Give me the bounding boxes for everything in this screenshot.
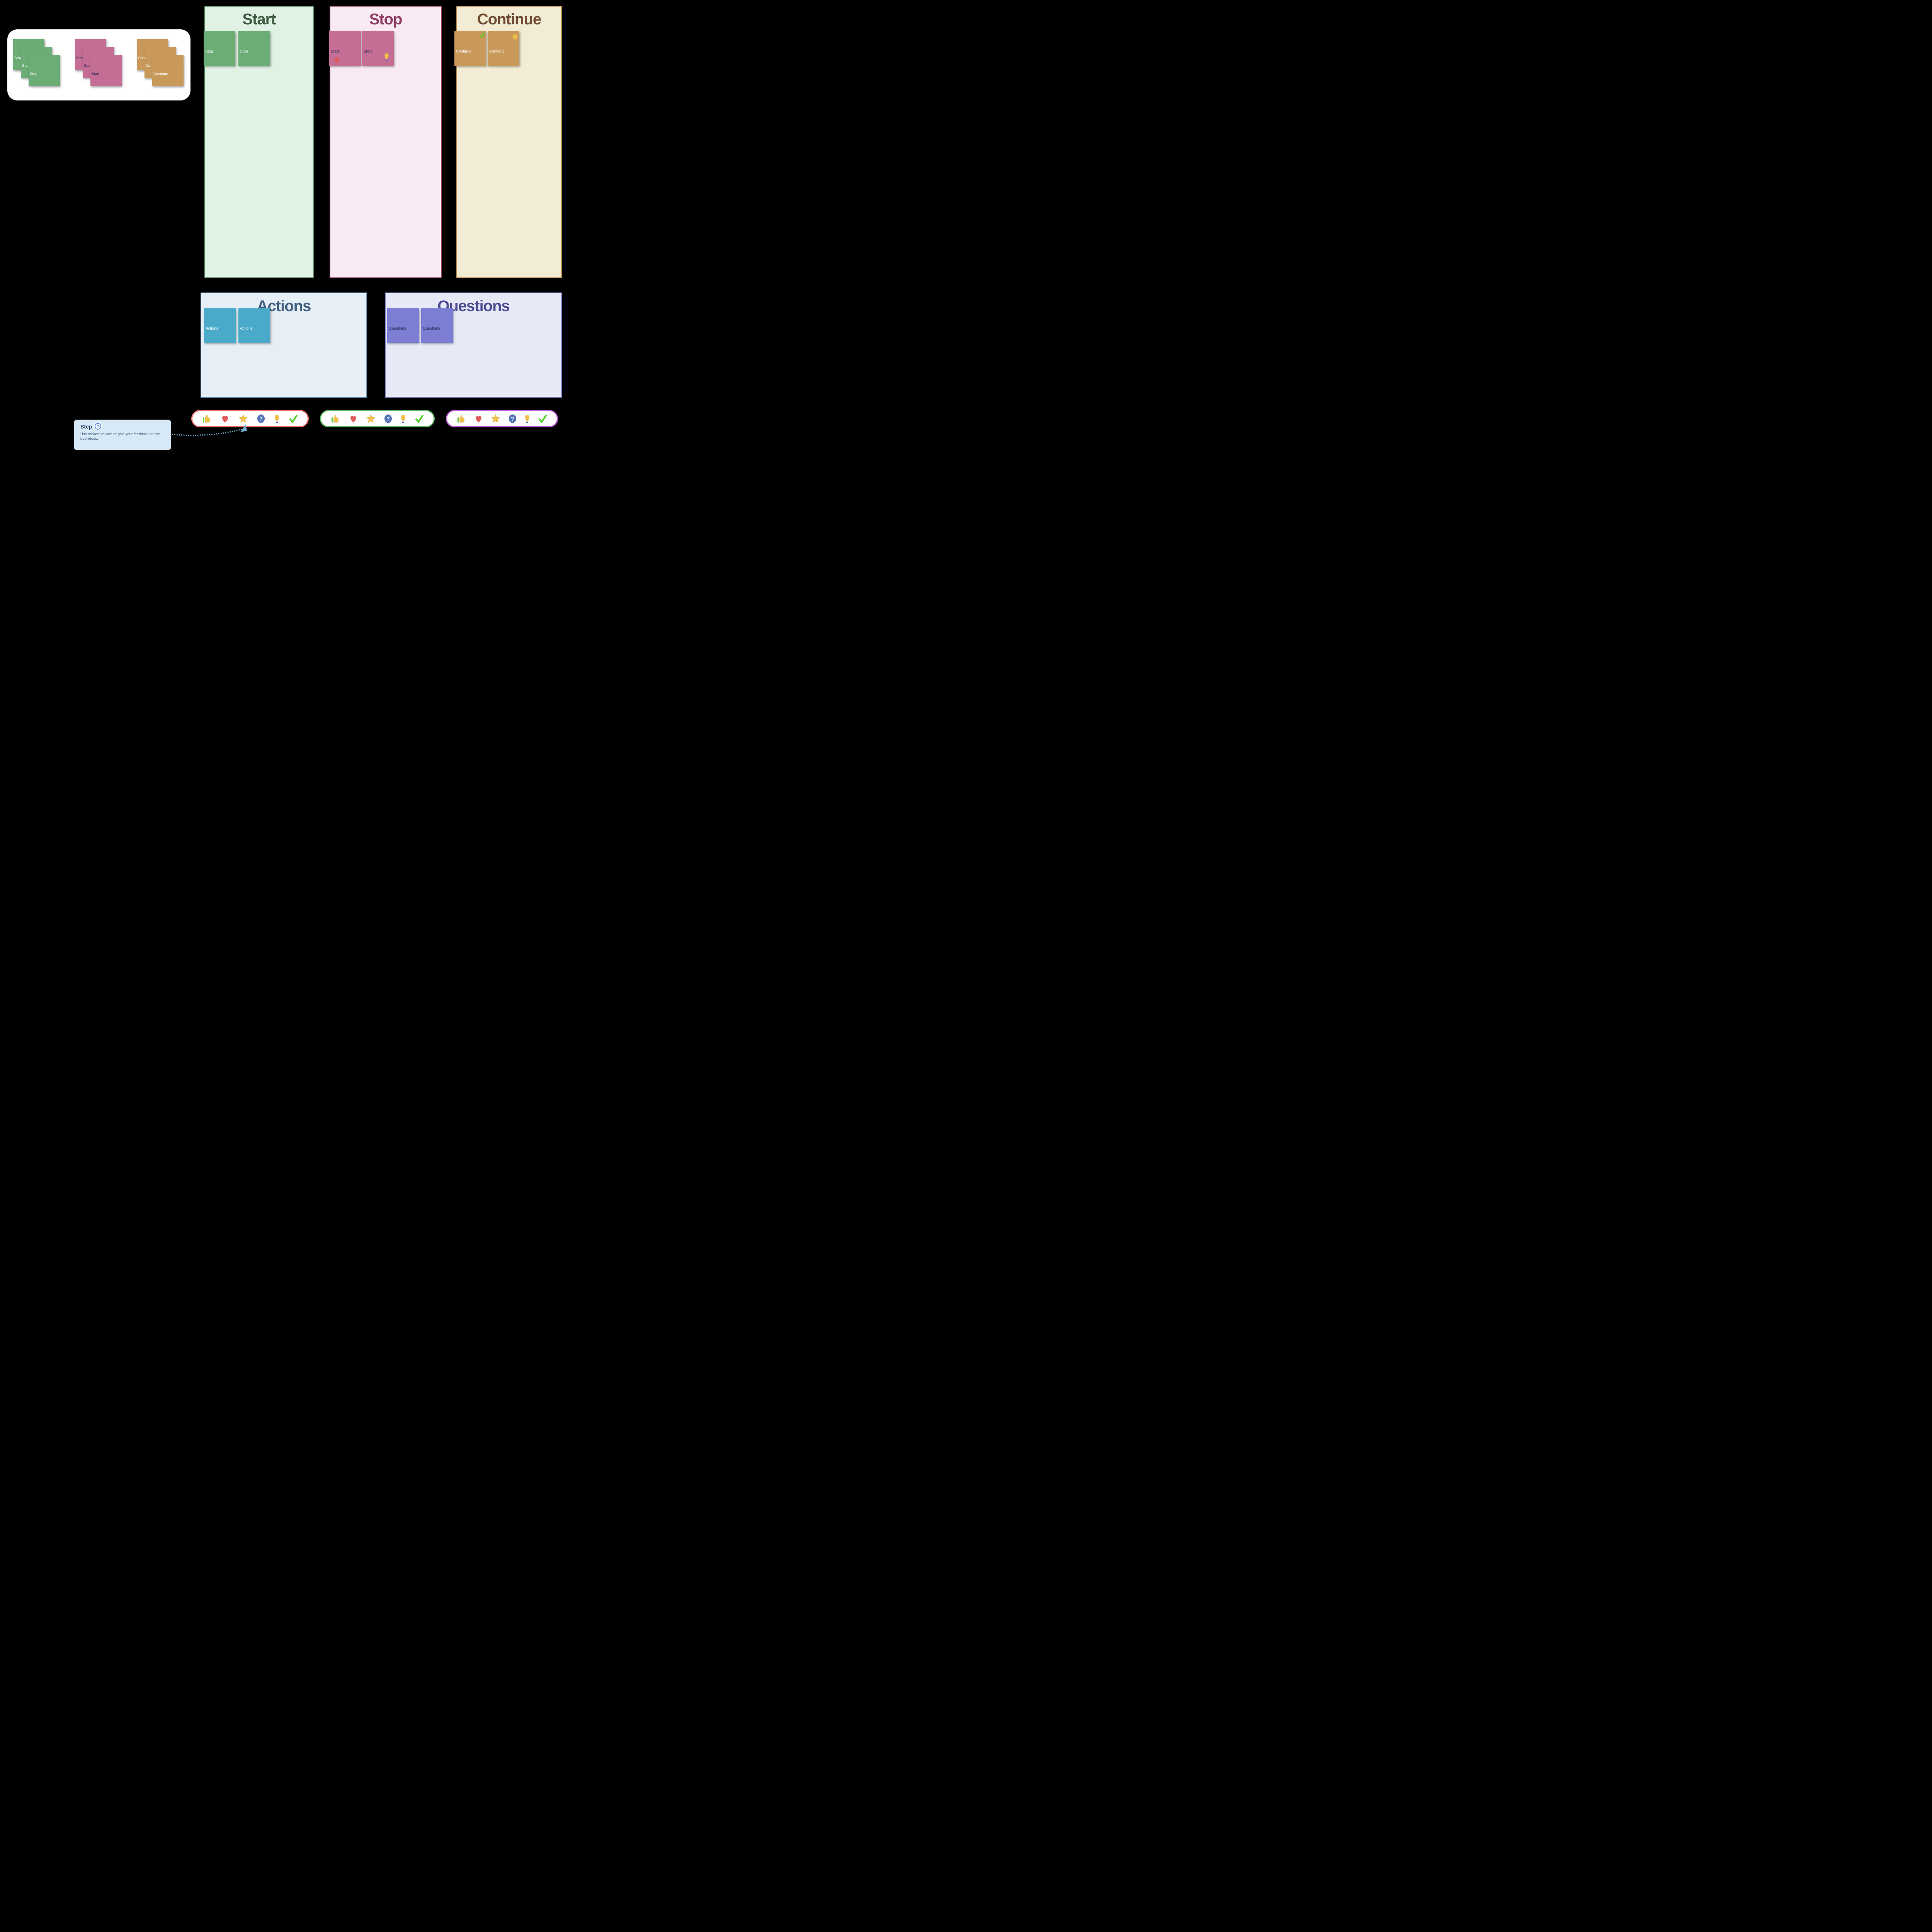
note-questions-1[interactable]: Questions — [387, 308, 419, 343]
thumbs-up-icon[interactable] — [330, 414, 341, 424]
step-card-header: Step 2 — [74, 420, 171, 430]
note-actions-1[interactable]: Actions — [204, 308, 236, 343]
palette-note[interactable]: Start — [90, 55, 122, 86]
retro-board-canvas: Stop Stop Stop Start Start Start Continu… — [0, 0, 566, 456]
note-label: Questions — [423, 327, 440, 331]
note-continue-1[interactable]: Continue — [454, 31, 486, 66]
column-continue-title: Continue — [477, 11, 541, 28]
check-icon[interactable] — [414, 414, 424, 423]
heart-icon[interactable] — [474, 414, 483, 423]
note-label: Continue — [153, 72, 168, 77]
sticker-toolbar-3 — [446, 410, 558, 427]
column-start-title: Start — [242, 11, 276, 28]
question-icon[interactable] — [257, 414, 265, 423]
lightbulb-icon[interactable] — [524, 414, 531, 424]
step-instructions: Use stickers to vote or give your feedba… — [80, 432, 160, 441]
lightbulb-icon[interactable] — [274, 414, 280, 424]
note-label: Stop — [205, 49, 213, 54]
star-icon[interactable] — [366, 414, 376, 424]
palette-note[interactable]: Stop — [29, 55, 60, 86]
heart-icon[interactable] — [349, 414, 358, 423]
step-number-badge: 2 — [95, 423, 102, 430]
step-card: Step 2 Use stickers to vote or give your… — [74, 420, 171, 450]
connector-arrow — [172, 424, 247, 436]
note-continue-2[interactable]: Continue — [488, 31, 519, 66]
question-icon[interactable] — [384, 414, 393, 423]
heart-sticker-icon[interactable] — [332, 56, 342, 64]
note-label: Stop — [30, 72, 37, 77]
column-stop-title: Stop — [369, 11, 403, 28]
note-label: Stop — [22, 64, 30, 68]
sticker-toolbar-1 — [191, 410, 309, 427]
note-questions-2[interactable]: Questions — [421, 308, 453, 343]
note-start-2[interactable]: Stop — [238, 31, 270, 66]
note-label: Start — [84, 64, 92, 68]
note-label: Stop — [240, 49, 248, 54]
note-label: Start — [364, 49, 372, 54]
lightbulb-sticker-icon[interactable] — [383, 53, 390, 62]
lightbulb-icon[interactable] — [400, 414, 406, 424]
note-label: Actions — [240, 327, 253, 331]
sticky-note-palette: Stop Stop Stop Start Start Start Continu… — [7, 29, 190, 100]
palette-note[interactable]: Continue — [152, 55, 184, 86]
note-label: Start — [92, 72, 100, 77]
star-icon[interactable] — [490, 414, 501, 424]
step-title: Step — [80, 423, 92, 430]
note-label: Actions — [206, 327, 218, 331]
note-start-1[interactable]: Stop — [204, 31, 235, 66]
star-sticker-icon[interactable] — [510, 32, 520, 41]
question-icon[interactable] — [508, 414, 517, 423]
note-stop-2[interactable]: Start — [362, 31, 394, 66]
note-actions-2[interactable]: Actions — [238, 308, 270, 343]
note-label: Questions — [389, 327, 406, 331]
note-label: Continue — [489, 49, 505, 54]
note-label: Stop — [14, 56, 22, 61]
check-icon[interactable] — [537, 414, 548, 423]
check-sticker-icon[interactable] — [478, 32, 486, 38]
thumbs-up-icon[interactable] — [456, 414, 467, 424]
sticker-toolbar-2 — [320, 410, 435, 427]
note-label: Continue — [456, 49, 472, 54]
note-label: Start — [331, 49, 339, 54]
note-label: Start — [76, 56, 84, 61]
check-icon[interactable] — [288, 414, 298, 423]
note-stop-1[interactable]: Start — [329, 31, 361, 66]
